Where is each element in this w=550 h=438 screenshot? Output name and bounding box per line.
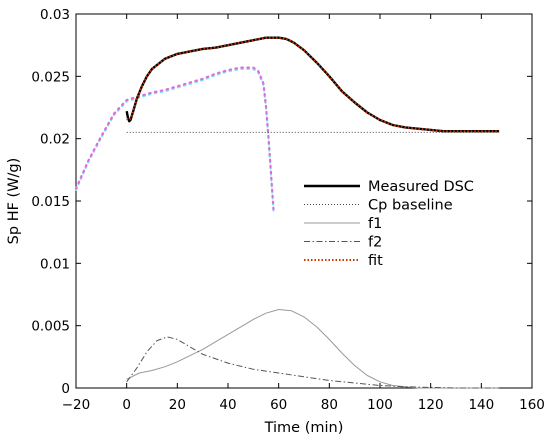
x-tick-label: 120 xyxy=(418,397,444,413)
series-layer xyxy=(74,36,500,389)
x-tick-label: 160 xyxy=(519,397,545,413)
y-tick-label: 0.015 xyxy=(31,194,70,210)
x-tick-label: 80 xyxy=(321,397,338,413)
plot-area xyxy=(75,13,533,389)
series-line-fit xyxy=(126,36,500,133)
legend-label: f2 xyxy=(368,235,382,251)
series-line-unlabeled-5 xyxy=(74,67,275,214)
legend-label: Cp baseline xyxy=(368,198,453,214)
y-tick-label: 0.01 xyxy=(40,256,70,272)
x-tick-label: 100 xyxy=(367,397,393,413)
legend-label: fit xyxy=(368,253,383,269)
y-tick-label: 0 xyxy=(61,381,70,397)
x-tick-label: 0 xyxy=(122,397,131,413)
x-tick-label: 60 xyxy=(270,397,287,413)
y-axis-title: Sp HF (W/g) xyxy=(6,158,22,245)
tick-layer: −20 0 20 40 60 80 100 120 140 16000.0050.010.0150… xyxy=(31,7,545,413)
y-tick-label: 0.02 xyxy=(40,132,70,148)
y-tick-label: 0.005 xyxy=(31,319,70,335)
x-tick-label: 20 xyxy=(169,397,186,413)
x-tick-label: −20 xyxy=(62,397,91,413)
legend-label: f1 xyxy=(368,216,382,232)
y-tick-label: 0.025 xyxy=(31,69,70,85)
legend-label: Measured DSC xyxy=(368,179,474,195)
series-line-f2 xyxy=(126,336,500,389)
x-tick-label: 140 xyxy=(468,397,494,413)
series-line-unlabeled-6 xyxy=(74,66,275,213)
x-tick-label: 40 xyxy=(219,397,236,413)
y-tick-label: 0.03 xyxy=(40,7,70,23)
x-axis-title: Time (min) xyxy=(264,420,344,436)
legend: Measured DSC Cp baseline f1 f2 fit xyxy=(304,179,474,269)
